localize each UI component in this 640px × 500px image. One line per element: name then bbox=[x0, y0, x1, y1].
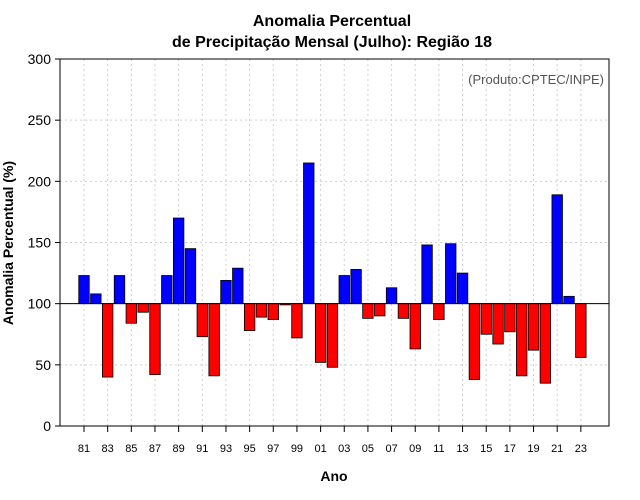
x-tick-label: 13 bbox=[456, 443, 468, 455]
bar-14 bbox=[468, 303, 481, 380]
y-tick-label: 200 bbox=[28, 173, 52, 189]
bar-94 bbox=[232, 267, 244, 305]
x-tick-label: 15 bbox=[480, 443, 492, 455]
bar-23 bbox=[575, 303, 587, 358]
x-tick-label: 95 bbox=[243, 443, 255, 455]
bar-05 bbox=[362, 303, 374, 319]
bar-11 bbox=[433, 303, 445, 320]
x-tick-label: 89 bbox=[173, 443, 185, 455]
bar-96 bbox=[255, 303, 268, 318]
x-tick-label: 87 bbox=[149, 443, 161, 455]
x-tick-label: 91 bbox=[196, 443, 208, 455]
bar-93 bbox=[220, 280, 232, 305]
y-tick-label: 250 bbox=[28, 112, 52, 128]
bar-12 bbox=[445, 243, 457, 305]
x-tick-label: 05 bbox=[362, 443, 374, 455]
x-tick-label: 19 bbox=[527, 443, 539, 455]
chart-title-line2: de Precipitação Mensal (Julho): Região 1… bbox=[172, 34, 492, 51]
bar-82 bbox=[90, 293, 102, 305]
x-tick-label: 81 bbox=[78, 443, 90, 455]
x-tick-label: 03 bbox=[338, 443, 350, 455]
source-note: (Produto:CPTEC/INPE) bbox=[468, 72, 604, 87]
bar-81 bbox=[78, 275, 90, 305]
bar-15 bbox=[480, 303, 492, 335]
bar-92 bbox=[208, 303, 220, 377]
y-tick-label: 0 bbox=[43, 418, 51, 434]
y-tick-label: 150 bbox=[28, 235, 52, 251]
x-tick-label: 07 bbox=[385, 443, 397, 455]
x-tick-label: 11 bbox=[433, 443, 444, 455]
bar-07 bbox=[385, 287, 398, 305]
x-tick-label: 09 bbox=[409, 443, 421, 455]
chart-title-line1: Anomalia Percentual bbox=[253, 13, 411, 30]
x-tick-label: 17 bbox=[504, 443, 516, 455]
x-tick-label: 99 bbox=[291, 443, 303, 455]
bar-22 bbox=[563, 295, 575, 305]
bar-16 bbox=[492, 303, 504, 345]
x-tick-label: 85 bbox=[125, 443, 137, 455]
bar-06 bbox=[374, 303, 386, 317]
bar-89 bbox=[172, 217, 185, 305]
bar-00 bbox=[303, 162, 315, 305]
bar-08 bbox=[397, 303, 410, 319]
bar-13 bbox=[456, 272, 469, 305]
bar-91 bbox=[196, 303, 208, 338]
x-tick-label: 97 bbox=[267, 443, 279, 455]
x-axis-label: Ano bbox=[320, 468, 347, 484]
bar-90 bbox=[184, 248, 197, 305]
bar-84 bbox=[113, 275, 126, 305]
x-tick-label: 93 bbox=[220, 443, 232, 455]
y-axis: 0 50 100 150 200 250 300 bbox=[28, 51, 60, 434]
bar-85 bbox=[125, 303, 137, 324]
x-tick-label: 21 bbox=[551, 443, 563, 455]
x-tick-label: 83 bbox=[102, 443, 114, 455]
bar-10 bbox=[421, 244, 433, 305]
x-axis: 81 83 85 87 89 91 93 95 97 99 01 03 05 07 09 11 13 15 17 19… bbox=[78, 426, 587, 455]
y-tick-label: 300 bbox=[28, 51, 52, 67]
bar-86 bbox=[137, 303, 149, 313]
bar-87 bbox=[149, 303, 161, 376]
bar-19 bbox=[527, 303, 540, 351]
bar-layer bbox=[78, 162, 587, 384]
bar-17 bbox=[504, 303, 516, 333]
bar-83 bbox=[102, 303, 114, 378]
x-tick-label: 01 bbox=[314, 443, 326, 455]
bar-20 bbox=[539, 303, 552, 384]
bar-04 bbox=[350, 269, 362, 305]
y-tick-label: 50 bbox=[35, 357, 51, 373]
bar-18 bbox=[516, 303, 528, 377]
x-tick-label: 23 bbox=[575, 443, 587, 455]
bar-02 bbox=[326, 303, 339, 368]
y-tick-label: 100 bbox=[28, 296, 52, 312]
bar-09 bbox=[409, 303, 421, 350]
y-axis-label: Anomalia Percentual (%) bbox=[0, 161, 16, 325]
bar-95 bbox=[243, 303, 256, 331]
bar-01 bbox=[314, 303, 327, 363]
bar-21 bbox=[551, 194, 563, 305]
bar-88 bbox=[161, 275, 173, 305]
bar-03 bbox=[338, 275, 350, 305]
bar-97 bbox=[267, 303, 279, 320]
bar-99 bbox=[291, 303, 303, 339]
